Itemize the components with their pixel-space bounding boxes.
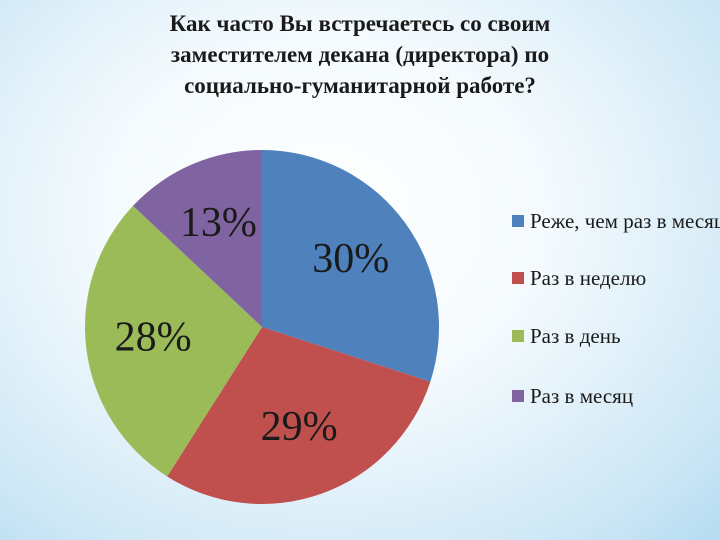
legend-item: Раз в месяц	[512, 385, 720, 407]
legend-item: Раз в неделю	[512, 267, 720, 289]
legend-label: Раз в месяц	[530, 384, 634, 408]
pie-slice	[262, 150, 439, 382]
legend-swatch	[512, 272, 524, 284]
chart-title: Как часто Вы встречаетесь со своим замес…	[169, 11, 551, 98]
pie-slice	[167, 327, 431, 505]
legend-item: Реже, чем раз в месяц	[512, 210, 720, 232]
data-label: 29%	[261, 404, 338, 450]
legend-label: Раз в день	[530, 324, 621, 348]
data-label: 13%	[180, 200, 257, 246]
legend-swatch	[512, 390, 524, 402]
legend-label: Реже, чем раз в месяц	[530, 209, 720, 233]
legend-swatch	[512, 215, 524, 227]
legend-swatch	[512, 330, 524, 342]
data-label: 28%	[115, 314, 192, 360]
legend-item: Раз в день	[512, 325, 720, 347]
data-label: 30%	[312, 236, 389, 282]
pie-slice	[132, 150, 262, 327]
legend-label: Раз в неделю	[530, 266, 647, 290]
pie-slice	[85, 205, 262, 477]
